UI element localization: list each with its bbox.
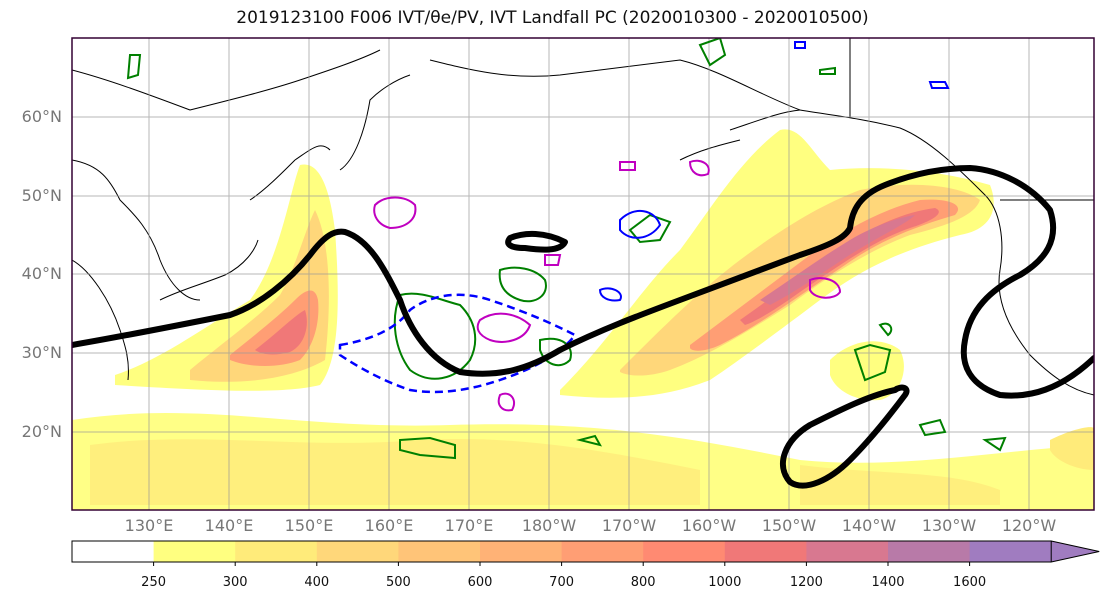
map-title: 2019123100 F006 IVT/θe/PV, IVT Landfall … (236, 8, 869, 28)
lon-label: 130°W (921, 516, 977, 535)
lon-label: 130°E (124, 516, 174, 535)
pv-negative-contours (338, 293, 577, 394)
colorbar-segment (724, 541, 807, 562)
colorbar-tick-label: 400 (304, 575, 330, 590)
colorbar-tick-label: 1000 (708, 575, 742, 590)
lon-label: 180°W (521, 516, 577, 535)
ivt-tropical-band (72, 413, 1094, 510)
lon-label: 150°E (284, 516, 334, 535)
lon-label: 120°W (1001, 516, 1057, 535)
colorbar-tick-label: 1600 (953, 575, 987, 590)
lon-label: 170°E (444, 516, 494, 535)
colorbar-segment (561, 541, 644, 562)
colorbar-tick-label: 1400 (871, 575, 905, 590)
lat-label: 50°N (21, 185, 62, 205)
colorbar-extend-arrow (1050, 540, 1100, 563)
lon-label: 140°W (841, 516, 897, 535)
theta-e-contours (126, 38, 1007, 460)
lat-label: 60°N (21, 107, 62, 126)
ivt-subtropical-blob (830, 341, 1094, 470)
colorbar-tick-label: 800 (630, 575, 656, 590)
lon-label: 150°W (761, 516, 817, 535)
colorbar-segment (888, 541, 971, 562)
colorbar-segment (643, 541, 726, 562)
colorbar (71, 540, 1100, 566)
colorbar-tick-label: 700 (549, 575, 574, 590)
landfall-pc-contour (72, 165, 1094, 489)
colorbar-segment (316, 541, 399, 562)
colorbar-tick-label: 500 (385, 575, 411, 590)
pv-blue-contours (598, 41, 950, 302)
colorbar-tick-label: 300 (222, 575, 248, 590)
lon-label: 160°W (681, 516, 737, 535)
lat-label: 40°N (21, 264, 62, 284)
lon-label: 160°E (364, 516, 414, 535)
colorbar-tick-label: 250 (141, 575, 166, 590)
colorbar-tick-label: 600 (467, 575, 493, 590)
colorbar-segment (235, 541, 318, 562)
colorbar-segment (806, 541, 889, 562)
lat-label: 30°N (21, 343, 62, 363)
colorbar-segment (480, 541, 563, 562)
colorbar-segment (969, 541, 1052, 562)
lat-label: 20°N (21, 421, 62, 441)
colorbar-segment (398, 541, 481, 562)
lon-label: 170°W (601, 516, 657, 535)
coastlines (72, 38, 1094, 396)
colorbar-tick-label: 1200 (789, 575, 823, 590)
lon-label: 140°E (204, 516, 254, 535)
colorbar-segment (153, 541, 236, 562)
pv-positive-contours (373, 159, 842, 412)
plot-frame (71, 37, 1095, 511)
colorbar-segment (72, 541, 154, 562)
ivt-western-plume (115, 164, 338, 391)
